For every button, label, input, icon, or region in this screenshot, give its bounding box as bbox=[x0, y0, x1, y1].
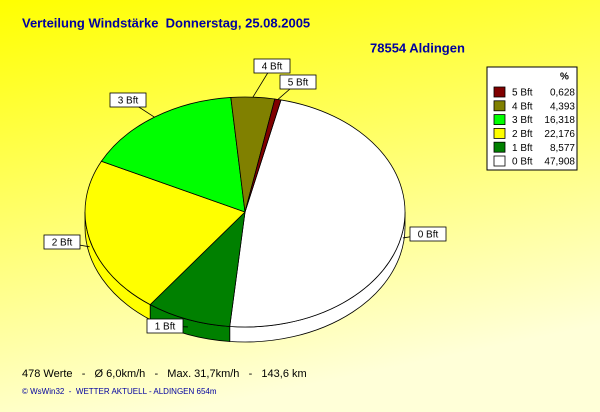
pie-slice bbox=[84, 160, 246, 306]
legend-swatch bbox=[493, 127, 506, 139]
pie-label-box bbox=[109, 92, 147, 108]
legend-value: 8,577 bbox=[550, 143, 575, 154]
legend-swatch bbox=[493, 114, 506, 125]
pie-label-box bbox=[279, 74, 317, 90]
pie-label: 3 Bft bbox=[118, 96, 139, 107]
legend-label: 5 Bft bbox=[512, 88, 533, 99]
legend-swatch bbox=[493, 155, 506, 167]
pie-slice bbox=[229, 99, 406, 328]
pie-label-box bbox=[409, 226, 447, 242]
pie-label: 1 Bft bbox=[155, 322, 176, 333]
legend-label: 3 Bft bbox=[512, 115, 533, 126]
pie-label: 2 Bft bbox=[52, 238, 73, 249]
footer: 478 Werte - Ø 6,0km/h - Max. 31,7km/h - … bbox=[22, 368, 307, 380]
legend-value: 4,393 bbox=[550, 101, 575, 112]
pie-label: 0 Bft bbox=[418, 230, 439, 241]
legend-value: 0,628 bbox=[550, 88, 575, 99]
legend-value: 16,318 bbox=[544, 115, 575, 126]
legend-header: % bbox=[560, 72, 569, 83]
pie-slice bbox=[244, 98, 282, 213]
legend-swatch bbox=[493, 141, 506, 153]
chart-title: Verteilung Windstärke Donnerstag, 25.08.… bbox=[22, 15, 310, 30]
credit: © WsWin32 - WETTER AKTUELL - ALDINGEN 65… bbox=[22, 387, 217, 396]
legend-label: 1 Bft bbox=[512, 143, 533, 154]
pie-slice bbox=[100, 97, 246, 213]
legend-swatch bbox=[493, 100, 506, 112]
pie-slice bbox=[149, 210, 246, 327]
legend-label: 4 Bft bbox=[512, 101, 533, 112]
pie-label: 4 Bft bbox=[262, 62, 283, 73]
pie-label-box bbox=[43, 234, 81, 250]
legend-value: 22,176 bbox=[544, 129, 575, 140]
chart-subtitle: 78554 Aldingen bbox=[370, 40, 465, 55]
pie-label-box bbox=[253, 58, 291, 74]
legend-label: 0 Bft bbox=[512, 157, 533, 168]
legend-swatch bbox=[493, 86, 506, 98]
pie-label-box bbox=[146, 318, 184, 334]
legend-value: 47,908 bbox=[544, 157, 575, 168]
legend-label: 2 Bft bbox=[512, 129, 533, 140]
pie-label: 5 Bft bbox=[288, 78, 309, 89]
